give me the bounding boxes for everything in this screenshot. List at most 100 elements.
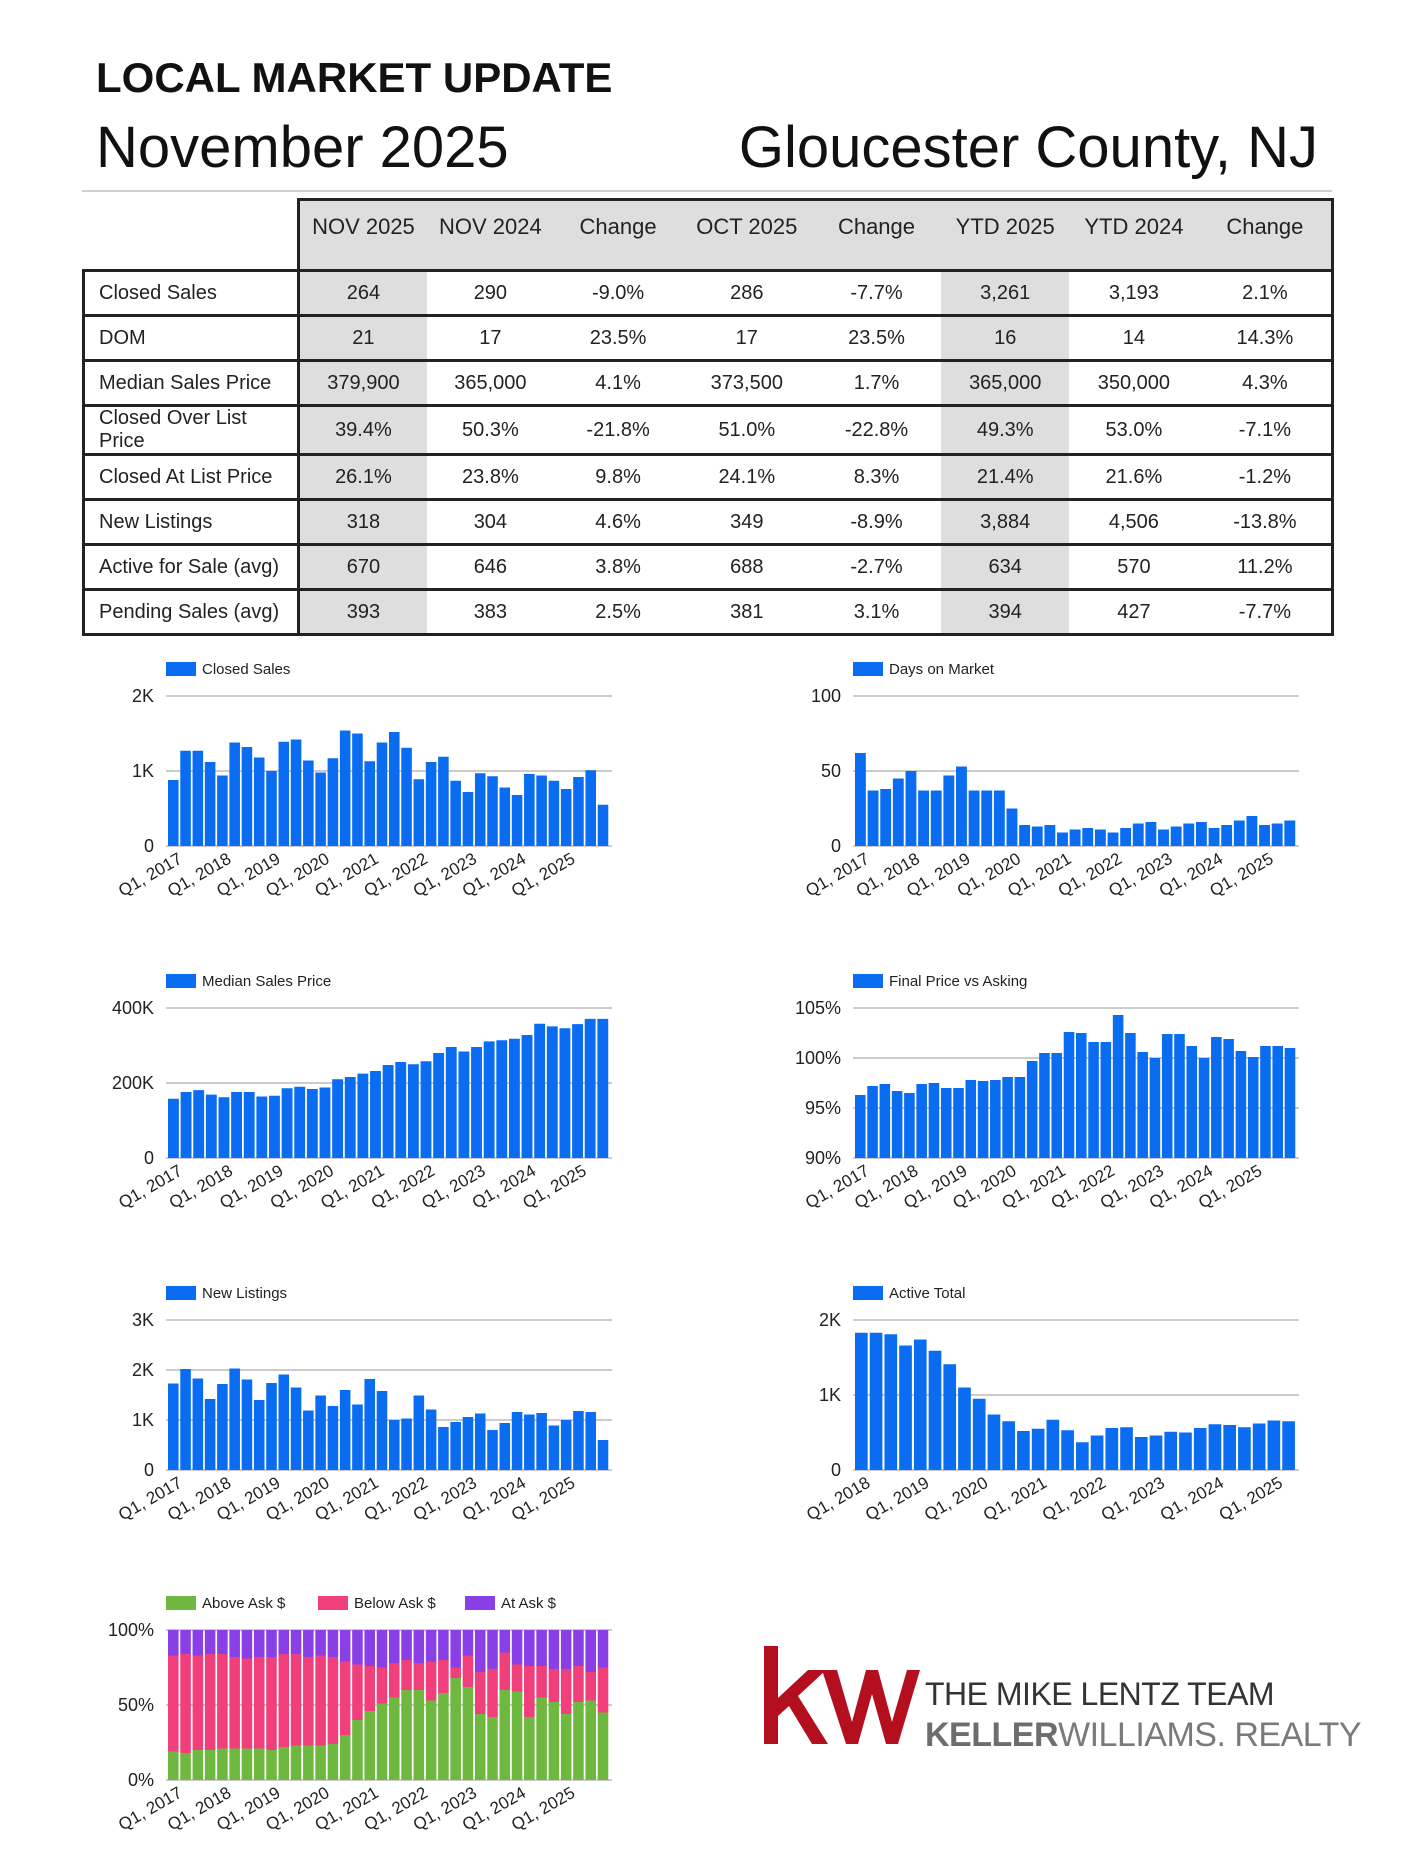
chart-bar [1252, 1423, 1266, 1470]
chart-bar [1267, 1420, 1281, 1470]
chart-bar [1221, 825, 1233, 846]
keller-williams-logo [760, 1640, 1320, 1750]
chart-bar [1112, 1015, 1124, 1158]
y-tick-label: 90% [805, 1148, 841, 1168]
table-row: Closed At List Price 26.1% 23.8% 9.8% 24.1% 8… [81, 453, 1334, 500]
chart-bar [880, 789, 892, 846]
y-tick-label: 50 [821, 761, 841, 781]
chart-bar-segment [425, 1630, 437, 1662]
chart-bar [266, 771, 277, 846]
chart-bar-segment [241, 1630, 253, 1659]
chart-bar-segment [253, 1657, 265, 1749]
chart-bar-segment [413, 1690, 425, 1780]
chart-bar [352, 1404, 363, 1470]
table-cell: 4.1% [554, 359, 682, 406]
chart-bar [1134, 1437, 1148, 1470]
chart-bar-segment [168, 1655, 179, 1752]
chart-bar-segment [229, 1657, 240, 1749]
chart-bar [1164, 1431, 1178, 1470]
chart-bar [879, 1084, 891, 1158]
table-cell: 23.5% [811, 314, 942, 361]
table-cell: 264 [298, 269, 427, 316]
chart-bar-segment [573, 1630, 584, 1666]
table-cell: -7.7% [811, 269, 942, 316]
chart-bar [1158, 829, 1169, 846]
table-cell: 1.7% [811, 359, 942, 406]
chart-bar-segment [560, 1714, 572, 1780]
chart-bar-segment [524, 1630, 535, 1666]
chart-bar [168, 780, 179, 846]
chart-bar [278, 1374, 290, 1470]
chart-bar-segment [278, 1630, 290, 1654]
chart-bar-segment [511, 1691, 523, 1780]
chart-bar [192, 1378, 204, 1470]
chart-bar [401, 747, 412, 846]
chart-bar [407, 1064, 419, 1158]
chart-bar-segment [474, 1630, 486, 1672]
chart-bar [319, 1087, 331, 1158]
chart-bar [928, 1083, 940, 1158]
chart-bar-segment [352, 1664, 363, 1720]
chart-bar [433, 1053, 445, 1158]
chart-bar [536, 775, 547, 846]
chart-bar-segment [266, 1750, 277, 1780]
row-label: Active for Sale (avg) [81, 543, 301, 590]
y-tick-label: 100 [811, 686, 841, 706]
legend-swatch [166, 662, 196, 676]
chart-bar [425, 762, 437, 846]
chart-bar [597, 1440, 609, 1470]
table-row: Median Sales Price 379,900 365,000 4.1% 373,… [81, 359, 1334, 406]
chart-bar [968, 790, 980, 846]
row-label: Median Sales Price [81, 359, 301, 406]
column-header: OCT 2025 [681, 198, 812, 253]
chart-bar [1246, 816, 1258, 846]
chart-bar-segment [413, 1630, 425, 1663]
chart-bar-segment [585, 1672, 597, 1701]
chart-bar [1132, 823, 1144, 846]
chart-bar [560, 789, 572, 846]
chart-bar [1271, 823, 1283, 846]
chart-bar-segment [278, 1747, 290, 1780]
table-cell: 381 [681, 588, 812, 636]
chart-bar [1282, 1421, 1295, 1470]
chart-bar-segment [204, 1630, 216, 1654]
column-header: YTD 2025 [941, 198, 1070, 253]
chart-bar [867, 790, 879, 846]
legend-label: Above Ask $ [202, 1595, 286, 1612]
days-on-market-chart: Days on Market 0 50 100 Q1, 2017 Q1, 2018 Q1, … [783, 646, 1313, 900]
chart-bar [1208, 1424, 1222, 1470]
chart-bar-segment [499, 1652, 511, 1690]
chart-bar [241, 747, 253, 846]
chart-bar-segment [266, 1657, 277, 1750]
chart-bar-segment [597, 1667, 609, 1713]
chart-bar-segment [376, 1667, 388, 1704]
chart-bar [339, 1390, 351, 1470]
chart-bar [1107, 832, 1119, 846]
chart-bar [511, 795, 523, 846]
chart-bar [474, 773, 486, 846]
chart-bar [306, 1089, 318, 1158]
row-label: Closed Over List Price [81, 404, 301, 455]
chart-bar-segment [241, 1658, 253, 1749]
chart-bar [376, 1391, 388, 1470]
table-cell: 688 [681, 543, 812, 590]
chart-bar [855, 1095, 866, 1158]
x-tick-label: Q1, 2018 [803, 1473, 873, 1524]
chart-bar-segment [192, 1655, 204, 1750]
brokerage-name-rest: WILLIAMS. REALTY [1058, 1716, 1362, 1754]
brokerage-name: KELLERWILLIAMS. REALTY [925, 1716, 1362, 1755]
y-tick-label: 1K [819, 1385, 841, 1405]
table-cell: 17 [426, 314, 555, 361]
chart-bar [339, 730, 351, 846]
chart-bar [1174, 1034, 1185, 1158]
chart-bar [1193, 1428, 1207, 1470]
chart-bar [205, 1094, 217, 1158]
chart-bar [382, 1065, 394, 1158]
table-cell: 393 [298, 588, 427, 636]
chart-bar-segment [536, 1666, 547, 1698]
chart-bar-segment [229, 1748, 240, 1780]
chart-bar [294, 1086, 306, 1158]
kw-mark-icon [764, 1646, 920, 1744]
